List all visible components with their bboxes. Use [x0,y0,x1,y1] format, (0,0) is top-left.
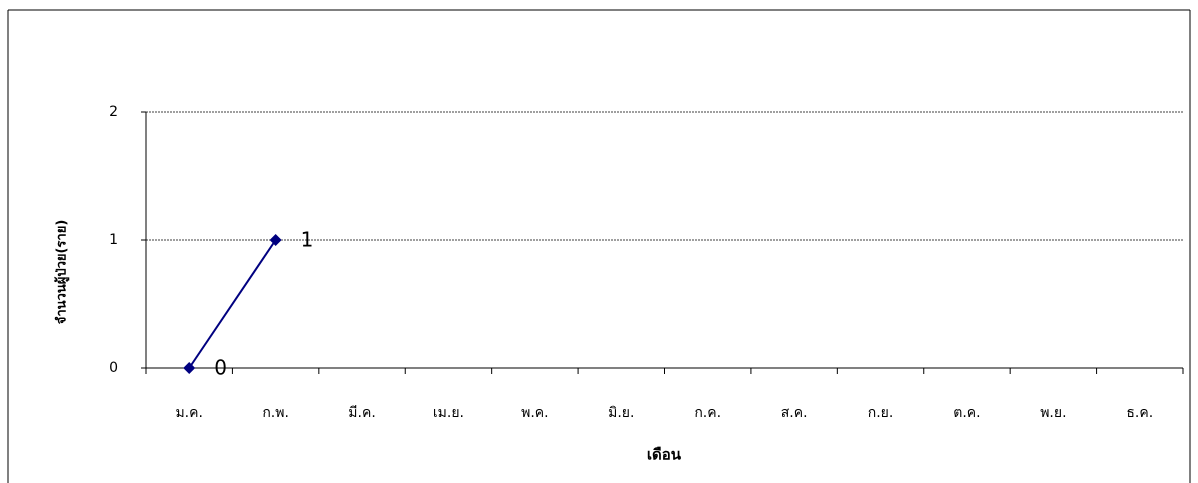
y-axis-label: จำนวนผู้ป่วย(ราย) [54,220,70,325]
data-label: 1 [301,228,314,252]
series-line [188,239,277,369]
x-tick-label: ก.พ. [262,405,289,421]
data-label: 0 [214,356,227,380]
x-tick-label: ต.ค. [953,405,980,421]
y-tick-label: 1 [109,232,118,248]
x-tick-label: ธ.ค. [1126,405,1153,421]
x-tick-label: มี.ค. [348,405,376,421]
point-marker [269,234,282,246]
x-tick-label: เม.ย. [433,405,464,421]
x-tick-label: ก.ย. [868,405,894,421]
x-tick-label: ม.ค. [175,405,203,421]
x-tick-label: พ.ค. [521,405,549,421]
x-tick-label: ก.ค. [694,405,721,421]
x-axis-label: เดือน [647,446,682,464]
y-tick-label: 0 [109,360,118,376]
x-tick-label: ส.ค. [781,405,808,421]
x-tick-label: มิ.ย. [608,405,634,421]
x-tick-label: พ.ย. [1040,405,1066,421]
point-marker [183,362,196,374]
y-tick-label: 2 [109,104,118,120]
